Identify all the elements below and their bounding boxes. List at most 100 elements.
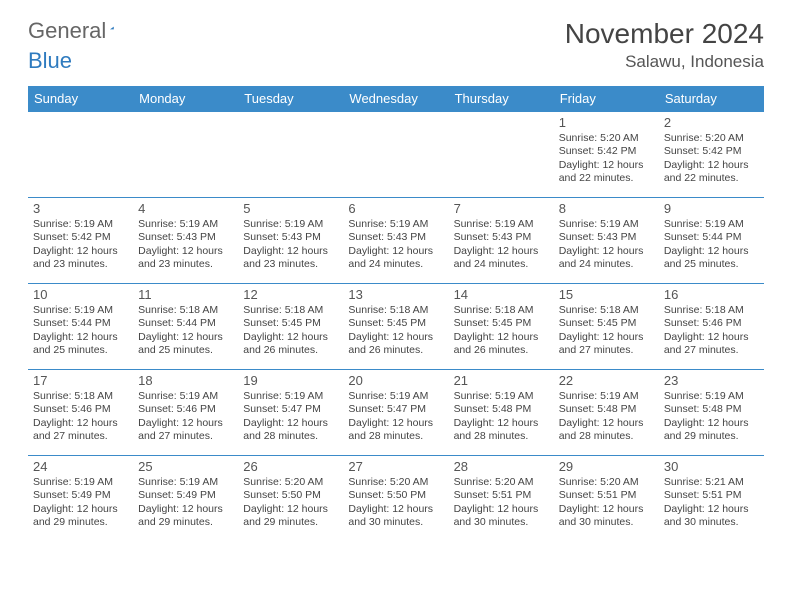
- calendar-day-cell: 26Sunrise: 5:20 AMSunset: 5:50 PMDayligh…: [238, 456, 343, 542]
- daylight-line: Daylight: 12 hours and 29 minutes.: [138, 503, 233, 529]
- calendar-empty-cell: [449, 112, 554, 198]
- calendar-day-cell: 8Sunrise: 5:19 AMSunset: 5:43 PMDaylight…: [554, 198, 659, 284]
- sunset-line: Sunset: 5:43 PM: [243, 231, 338, 244]
- day-info: Sunrise: 5:19 AMSunset: 5:43 PMDaylight:…: [559, 218, 654, 271]
- day-info: Sunrise: 5:18 AMSunset: 5:46 PMDaylight:…: [664, 304, 759, 357]
- day-number: 23: [664, 373, 759, 389]
- day-header: Friday: [554, 86, 659, 112]
- day-number: 16: [664, 287, 759, 303]
- calendar-day-cell: 9Sunrise: 5:19 AMSunset: 5:44 PMDaylight…: [659, 198, 764, 284]
- title-block: November 2024 Salawu, Indonesia: [565, 18, 764, 72]
- sunrise-line: Sunrise: 5:18 AM: [243, 304, 338, 317]
- brand-logo: General: [28, 18, 134, 44]
- sunset-line: Sunset: 5:49 PM: [138, 489, 233, 502]
- day-info: Sunrise: 5:19 AMSunset: 5:48 PMDaylight:…: [454, 390, 549, 443]
- daylight-line: Daylight: 12 hours and 30 minutes.: [664, 503, 759, 529]
- day-number: 17: [33, 373, 128, 389]
- sunrise-line: Sunrise: 5:19 AM: [243, 390, 338, 403]
- sunrise-line: Sunrise: 5:18 AM: [454, 304, 549, 317]
- sunrise-line: Sunrise: 5:20 AM: [454, 476, 549, 489]
- sunrise-line: Sunrise: 5:20 AM: [559, 476, 654, 489]
- day-number: 22: [559, 373, 654, 389]
- sunset-line: Sunset: 5:42 PM: [33, 231, 128, 244]
- calendar-body: 1Sunrise: 5:20 AMSunset: 5:42 PMDaylight…: [28, 112, 764, 542]
- sunset-line: Sunset: 5:48 PM: [454, 403, 549, 416]
- day-number: 7: [454, 201, 549, 217]
- sunrise-line: Sunrise: 5:20 AM: [348, 476, 443, 489]
- sunrise-line: Sunrise: 5:18 AM: [138, 304, 233, 317]
- calendar-day-cell: 6Sunrise: 5:19 AMSunset: 5:43 PMDaylight…: [343, 198, 448, 284]
- day-number: 13: [348, 287, 443, 303]
- daylight-line: Daylight: 12 hours and 30 minutes.: [559, 503, 654, 529]
- day-info: Sunrise: 5:19 AMSunset: 5:43 PMDaylight:…: [454, 218, 549, 271]
- day-info: Sunrise: 5:20 AMSunset: 5:42 PMDaylight:…: [559, 132, 654, 185]
- daylight-line: Daylight: 12 hours and 26 minutes.: [348, 331, 443, 357]
- day-info: Sunrise: 5:19 AMSunset: 5:44 PMDaylight:…: [33, 304, 128, 357]
- sunrise-line: Sunrise: 5:19 AM: [454, 390, 549, 403]
- sunrise-line: Sunrise: 5:19 AM: [138, 218, 233, 231]
- day-number: 10: [33, 287, 128, 303]
- day-number: 25: [138, 459, 233, 475]
- daylight-line: Daylight: 12 hours and 24 minutes.: [348, 245, 443, 271]
- day-info: Sunrise: 5:20 AMSunset: 5:42 PMDaylight:…: [664, 132, 759, 185]
- daylight-line: Daylight: 12 hours and 24 minutes.: [454, 245, 549, 271]
- sunset-line: Sunset: 5:45 PM: [559, 317, 654, 330]
- sunset-line: Sunset: 5:43 PM: [138, 231, 233, 244]
- day-number: 30: [664, 459, 759, 475]
- day-info: Sunrise: 5:18 AMSunset: 5:44 PMDaylight:…: [138, 304, 233, 357]
- sunrise-line: Sunrise: 5:19 AM: [33, 476, 128, 489]
- daylight-line: Daylight: 12 hours and 27 minutes.: [138, 417, 233, 443]
- sunrise-line: Sunrise: 5:19 AM: [348, 390, 443, 403]
- sunset-line: Sunset: 5:47 PM: [243, 403, 338, 416]
- day-number: 20: [348, 373, 443, 389]
- day-number: 19: [243, 373, 338, 389]
- sunset-line: Sunset: 5:47 PM: [348, 403, 443, 416]
- day-info: Sunrise: 5:19 AMSunset: 5:49 PMDaylight:…: [138, 476, 233, 529]
- sunset-line: Sunset: 5:48 PM: [664, 403, 759, 416]
- sunset-line: Sunset: 5:49 PM: [33, 489, 128, 502]
- calendar-day-cell: 30Sunrise: 5:21 AMSunset: 5:51 PMDayligh…: [659, 456, 764, 542]
- location-label: Salawu, Indonesia: [565, 52, 764, 72]
- day-info: Sunrise: 5:21 AMSunset: 5:51 PMDaylight:…: [664, 476, 759, 529]
- day-number: 1: [559, 115, 654, 131]
- calendar-empty-cell: [343, 112, 448, 198]
- calendar-day-cell: 2Sunrise: 5:20 AMSunset: 5:42 PMDaylight…: [659, 112, 764, 198]
- month-title: November 2024: [565, 18, 764, 50]
- day-number: 26: [243, 459, 338, 475]
- daylight-line: Daylight: 12 hours and 27 minutes.: [559, 331, 654, 357]
- daylight-line: Daylight: 12 hours and 29 minutes.: [243, 503, 338, 529]
- sunset-line: Sunset: 5:44 PM: [33, 317, 128, 330]
- day-number: 18: [138, 373, 233, 389]
- daylight-line: Daylight: 12 hours and 25 minutes.: [138, 331, 233, 357]
- calendar-day-cell: 17Sunrise: 5:18 AMSunset: 5:46 PMDayligh…: [28, 370, 133, 456]
- calendar-day-cell: 12Sunrise: 5:18 AMSunset: 5:45 PMDayligh…: [238, 284, 343, 370]
- sunset-line: Sunset: 5:50 PM: [243, 489, 338, 502]
- daylight-line: Daylight: 12 hours and 28 minutes.: [348, 417, 443, 443]
- calendar-day-cell: 1Sunrise: 5:20 AMSunset: 5:42 PMDaylight…: [554, 112, 659, 198]
- brand-triangle-icon: [110, 20, 114, 36]
- day-number: 27: [348, 459, 443, 475]
- daylight-line: Daylight: 12 hours and 26 minutes.: [454, 331, 549, 357]
- calendar-day-cell: 14Sunrise: 5:18 AMSunset: 5:45 PMDayligh…: [449, 284, 554, 370]
- day-info: Sunrise: 5:19 AMSunset: 5:43 PMDaylight:…: [243, 218, 338, 271]
- daylight-line: Daylight: 12 hours and 29 minutes.: [33, 503, 128, 529]
- sunrise-line: Sunrise: 5:19 AM: [138, 476, 233, 489]
- sunset-line: Sunset: 5:51 PM: [559, 489, 654, 502]
- sunset-line: Sunset: 5:43 PM: [559, 231, 654, 244]
- calendar-week-row: 17Sunrise: 5:18 AMSunset: 5:46 PMDayligh…: [28, 370, 764, 456]
- day-info: Sunrise: 5:20 AMSunset: 5:50 PMDaylight:…: [348, 476, 443, 529]
- calendar-day-cell: 22Sunrise: 5:19 AMSunset: 5:48 PMDayligh…: [554, 370, 659, 456]
- sunrise-line: Sunrise: 5:19 AM: [243, 218, 338, 231]
- daylight-line: Daylight: 12 hours and 23 minutes.: [243, 245, 338, 271]
- day-number: 8: [559, 201, 654, 217]
- calendar-empty-cell: [28, 112, 133, 198]
- day-info: Sunrise: 5:19 AMSunset: 5:47 PMDaylight:…: [243, 390, 338, 443]
- sunset-line: Sunset: 5:45 PM: [243, 317, 338, 330]
- calendar-day-cell: 4Sunrise: 5:19 AMSunset: 5:43 PMDaylight…: [133, 198, 238, 284]
- day-info: Sunrise: 5:19 AMSunset: 5:42 PMDaylight:…: [33, 218, 128, 271]
- calendar-day-cell: 25Sunrise: 5:19 AMSunset: 5:49 PMDayligh…: [133, 456, 238, 542]
- day-info: Sunrise: 5:19 AMSunset: 5:48 PMDaylight:…: [559, 390, 654, 443]
- day-number: 24: [33, 459, 128, 475]
- daylight-line: Daylight: 12 hours and 23 minutes.: [138, 245, 233, 271]
- calendar-day-cell: 18Sunrise: 5:19 AMSunset: 5:46 PMDayligh…: [133, 370, 238, 456]
